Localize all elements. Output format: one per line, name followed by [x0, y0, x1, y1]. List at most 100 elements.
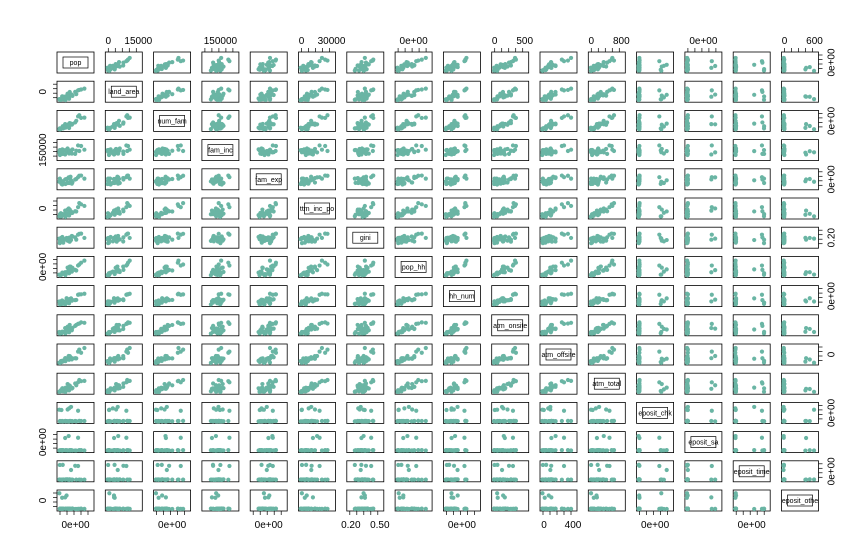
data-point	[803, 329, 808, 334]
data-point	[317, 114, 322, 119]
panel-4-11	[587, 168, 626, 191]
data-point	[257, 97, 262, 103]
data-point	[227, 114, 232, 119]
data-point	[124, 321, 129, 326]
data-point	[264, 209, 269, 214]
data-point	[588, 181, 593, 187]
data-point	[543, 181, 548, 187]
data-point	[605, 209, 610, 214]
data-point	[402, 151, 407, 156]
panel-0-5	[298, 51, 336, 74]
data-point	[464, 345, 469, 351]
panel-5-8	[442, 197, 481, 220]
data-point	[561, 205, 567, 210]
data-point	[121, 353, 126, 359]
panel-1-15	[781, 80, 819, 103]
panel-3-12	[636, 139, 674, 162]
data-point	[498, 210, 503, 216]
data-point	[636, 301, 641, 306]
data-point	[607, 59, 612, 64]
data-point	[685, 121, 690, 126]
data-point	[512, 345, 518, 351]
panel-3-13	[684, 139, 723, 162]
data-point	[315, 267, 320, 273]
data-point	[423, 320, 428, 325]
data-point	[366, 122, 371, 127]
data-point	[684, 301, 690, 306]
data-point	[162, 233, 167, 239]
data-point	[709, 122, 714, 127]
data-point	[637, 63, 642, 68]
data-point	[782, 63, 787, 68]
data-point	[761, 126, 767, 131]
data-point	[589, 214, 594, 219]
data-point	[492, 214, 497, 219]
data-point	[298, 181, 303, 187]
data-point	[543, 65, 548, 70]
panel-1-3	[201, 80, 240, 103]
data-point	[568, 147, 574, 152]
data-point	[273, 260, 279, 265]
data-point	[67, 149, 72, 154]
data-point	[121, 326, 126, 332]
data-point	[63, 148, 68, 153]
data-point	[60, 235, 65, 240]
data-point	[761, 301, 767, 306]
data-point	[220, 207, 225, 212]
data-point	[419, 202, 424, 207]
data-point	[684, 148, 690, 153]
data-point	[319, 55, 325, 61]
data-point	[323, 87, 328, 92]
data-point	[299, 301, 305, 306]
data-point	[414, 114, 419, 119]
data-point	[257, 273, 262, 278]
data-point	[591, 150, 596, 155]
data-point	[63, 236, 68, 242]
data-point	[57, 301, 62, 306]
data-point	[462, 205, 467, 210]
panel-5-3	[201, 197, 240, 220]
data-point	[423, 147, 428, 152]
data-point	[760, 267, 765, 272]
data-point	[713, 297, 718, 302]
data-point	[160, 237, 165, 242]
data-point	[607, 88, 612, 93]
data-point	[121, 264, 126, 269]
data-point	[267, 148, 273, 153]
data-point	[453, 326, 458, 332]
data-point	[598, 121, 603, 126]
panel-5-0	[56, 197, 95, 220]
data-point	[607, 143, 612, 148]
data-point	[664, 267, 669, 272]
data-point	[598, 239, 603, 244]
data-point	[312, 175, 318, 181]
panel-1-5	[298, 80, 336, 103]
data-point	[269, 63, 274, 68]
data-point	[559, 202, 564, 207]
data-point	[540, 301, 545, 306]
data-point	[598, 89, 603, 95]
data-point	[605, 267, 610, 272]
data-point	[406, 92, 411, 97]
data-point	[57, 360, 62, 365]
data-point	[115, 328, 121, 333]
data-point	[510, 59, 516, 64]
data-point	[733, 175, 738, 181]
data-point	[492, 126, 497, 131]
data-point	[312, 326, 318, 332]
data-point	[227, 263, 232, 268]
data-point	[444, 272, 449, 277]
panel-3-1	[104, 139, 143, 162]
data-point	[369, 263, 374, 268]
data-point	[553, 297, 558, 302]
data-point	[406, 356, 411, 361]
data-point	[598, 175, 603, 181]
data-point	[227, 205, 232, 210]
panel-2-4	[249, 110, 288, 132]
data-point	[211, 269, 216, 274]
data-point	[453, 239, 458, 244]
panel-2-2	[153, 110, 192, 132]
data-point	[781, 126, 786, 131]
data-point	[124, 232, 129, 237]
